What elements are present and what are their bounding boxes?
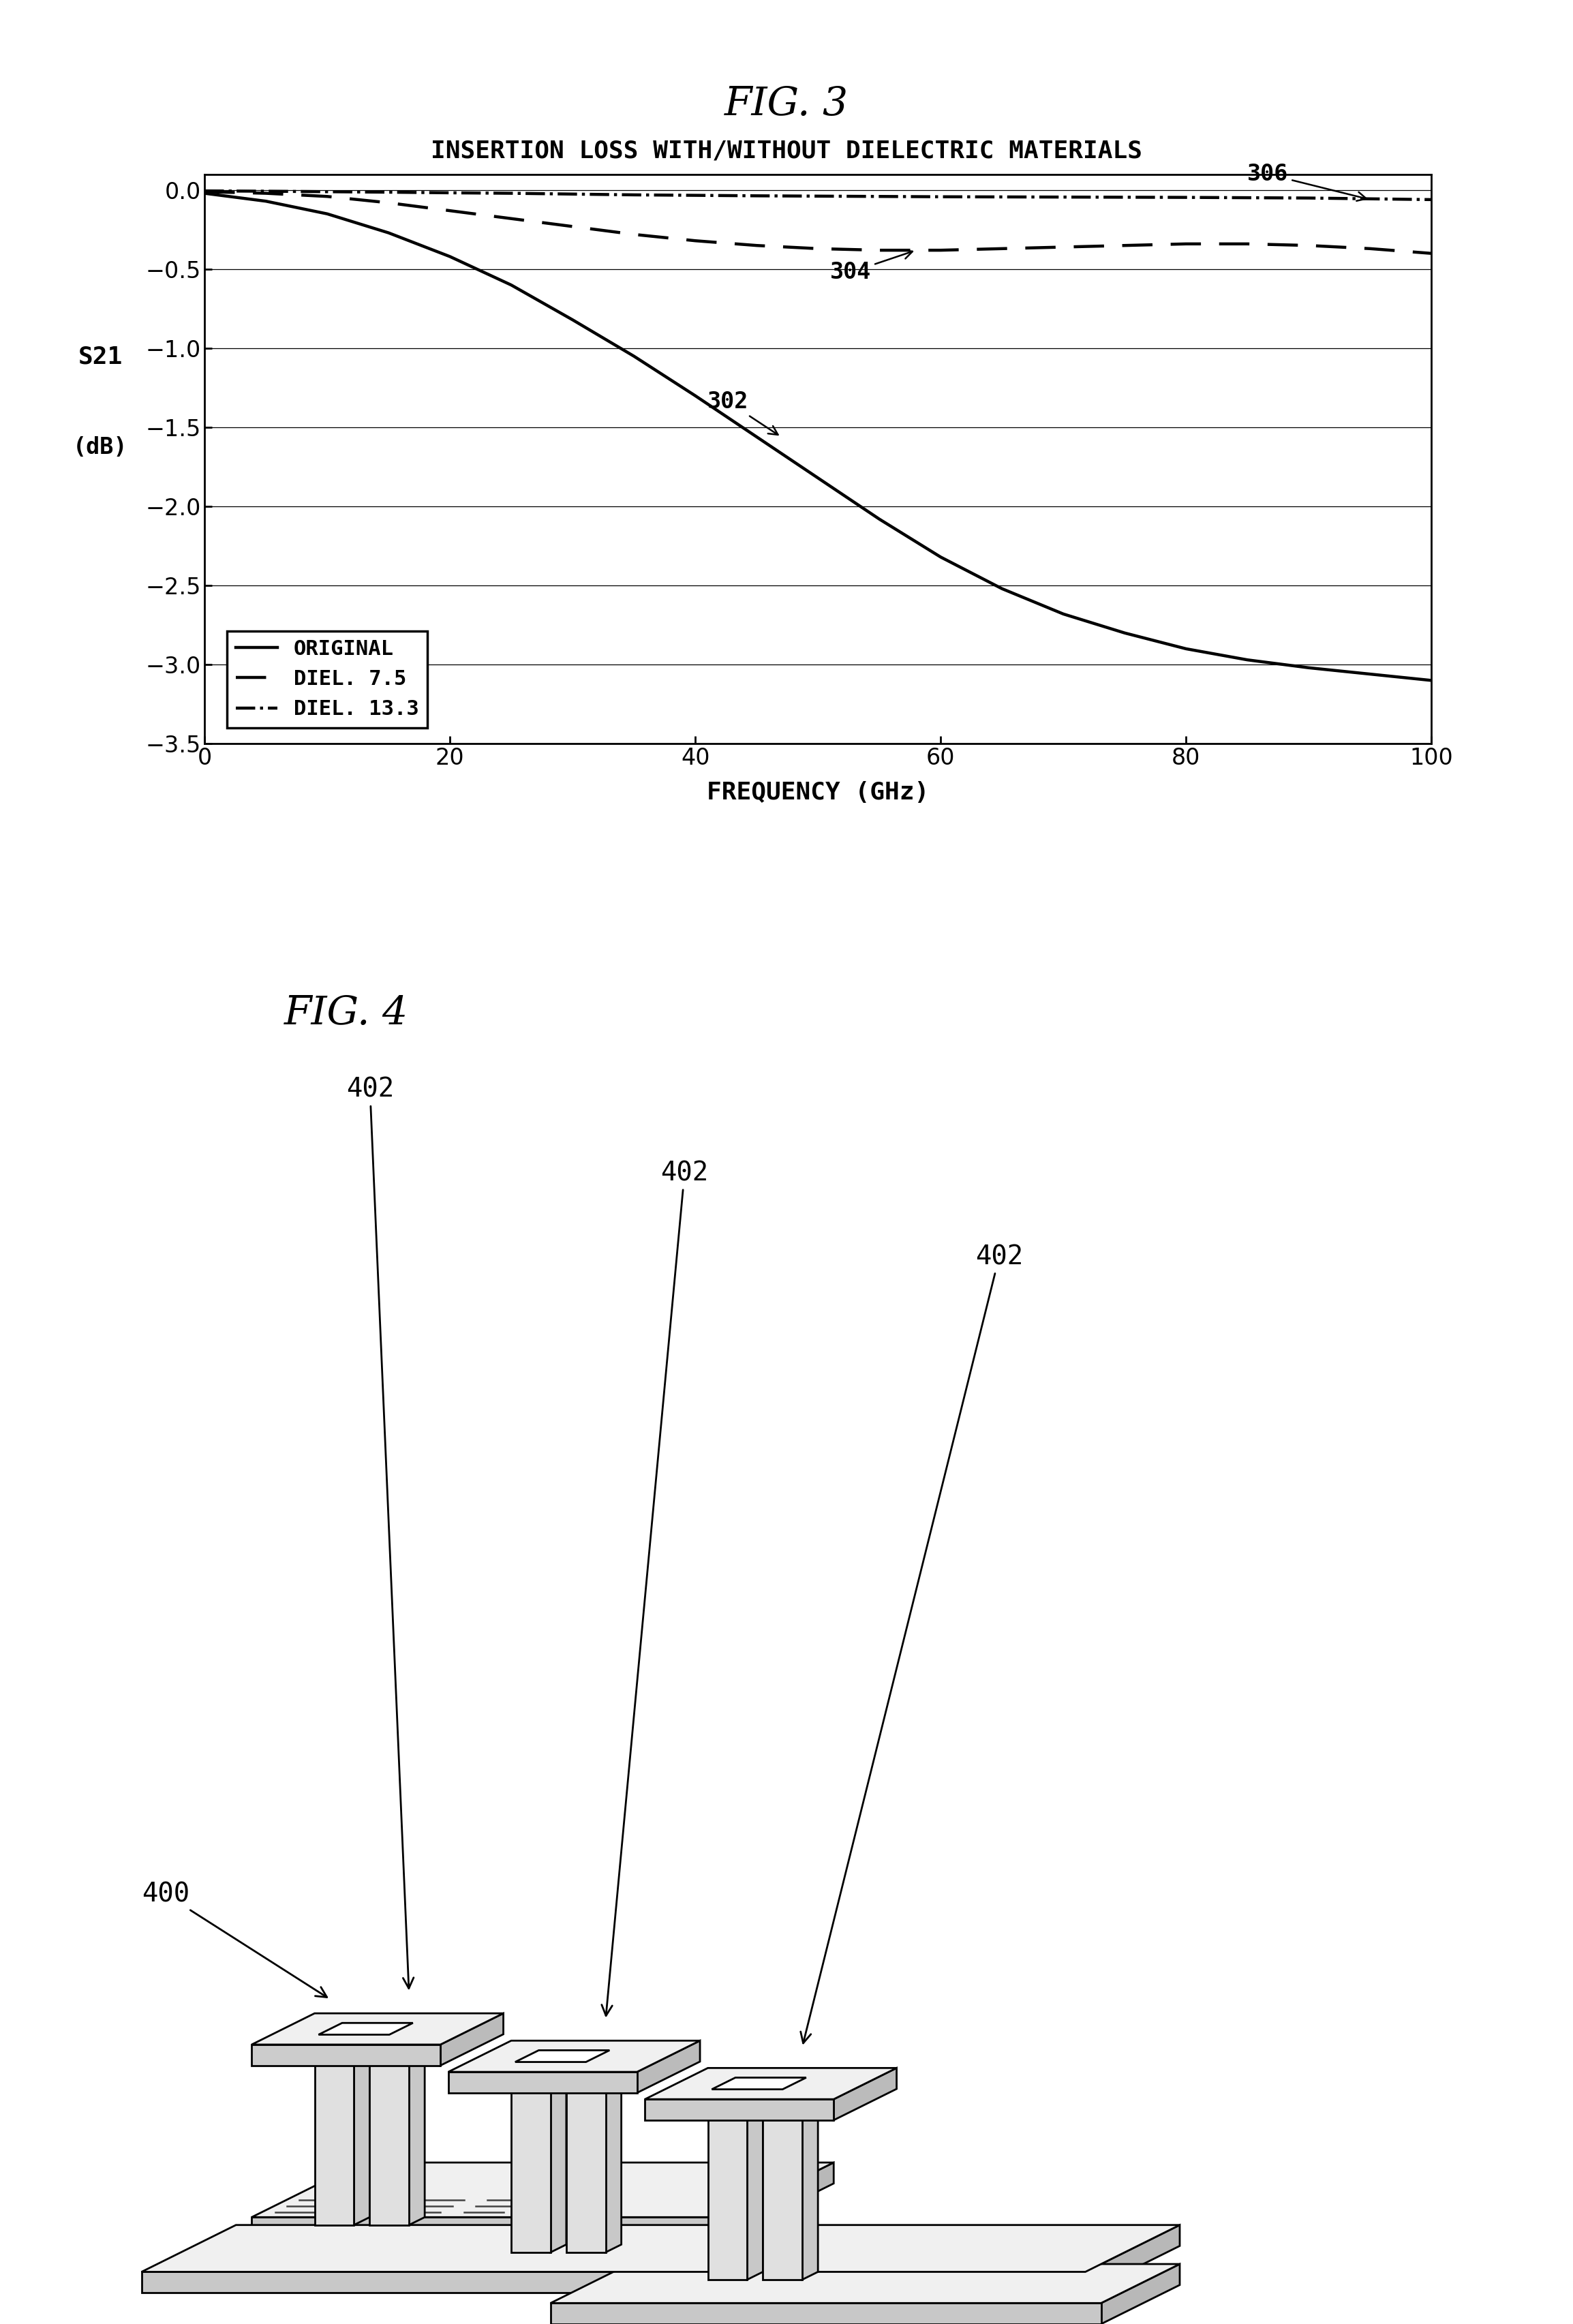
- X-axis label: FREQUENCY (GHz): FREQUENCY (GHz): [706, 781, 930, 804]
- Polygon shape: [142, 2273, 1085, 2294]
- Polygon shape: [747, 2106, 763, 2280]
- Polygon shape: [511, 2085, 551, 2252]
- Polygon shape: [551, 2264, 1180, 2303]
- Text: 402: 402: [346, 1076, 414, 1989]
- Text: 402: 402: [602, 1160, 708, 2015]
- Polygon shape: [252, 2217, 724, 2238]
- Polygon shape: [252, 2045, 440, 2066]
- Polygon shape: [802, 2106, 818, 2280]
- Polygon shape: [763, 2106, 818, 2113]
- Polygon shape: [514, 2050, 610, 2061]
- Text: 304: 304: [831, 251, 912, 284]
- Polygon shape: [440, 2013, 503, 2066]
- Polygon shape: [711, 2078, 807, 2089]
- Polygon shape: [252, 2013, 503, 2045]
- Polygon shape: [645, 2068, 897, 2099]
- Polygon shape: [708, 2113, 747, 2280]
- Polygon shape: [370, 2057, 409, 2224]
- Text: 302: 302: [708, 390, 779, 435]
- Polygon shape: [252, 2164, 834, 2217]
- Polygon shape: [354, 2050, 370, 2224]
- Polygon shape: [1085, 2224, 1180, 2294]
- Polygon shape: [448, 2073, 637, 2094]
- Text: 306: 306: [1247, 163, 1367, 200]
- Text: INSERTION LOSS WITH/WITHOUT DIELECTRIC MATERIALS: INSERTION LOSS WITH/WITHOUT DIELECTRIC M…: [431, 139, 1142, 163]
- Polygon shape: [315, 2050, 370, 2057]
- Text: FIG. 4: FIG. 4: [285, 995, 407, 1032]
- Polygon shape: [566, 2078, 621, 2085]
- Text: S21: S21: [79, 344, 123, 367]
- Polygon shape: [763, 2113, 802, 2280]
- Text: FIG. 3: FIG. 3: [725, 86, 848, 123]
- Polygon shape: [370, 2050, 425, 2057]
- Polygon shape: [708, 2106, 763, 2113]
- Polygon shape: [551, 2078, 566, 2252]
- Polygon shape: [1101, 2264, 1180, 2324]
- Polygon shape: [551, 2303, 1101, 2324]
- Polygon shape: [318, 2022, 412, 2036]
- Text: 400: 400: [142, 1882, 327, 1996]
- Polygon shape: [724, 2164, 834, 2238]
- Polygon shape: [409, 2050, 425, 2224]
- Text: 402: 402: [801, 1243, 1022, 2043]
- Polygon shape: [511, 2078, 566, 2085]
- Polygon shape: [606, 2078, 621, 2252]
- Polygon shape: [142, 2224, 1180, 2273]
- Polygon shape: [448, 2040, 700, 2073]
- Polygon shape: [315, 2057, 354, 2224]
- Text: (dB): (dB): [72, 437, 127, 458]
- Polygon shape: [566, 2085, 606, 2252]
- Polygon shape: [637, 2040, 700, 2094]
- Legend: ORIGINAL, DIEL. 7.5, DIEL. 13.3: ORIGINAL, DIEL. 7.5, DIEL. 13.3: [227, 630, 428, 727]
- Polygon shape: [834, 2068, 897, 2119]
- Polygon shape: [645, 2099, 834, 2119]
